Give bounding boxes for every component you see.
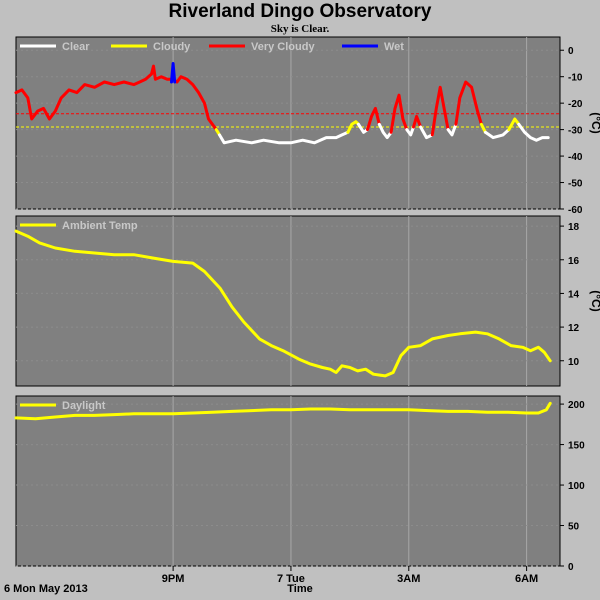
panel-background bbox=[15, 395, 561, 567]
panel-sky-temperature: 0 -10 -20 -30 -40 -50 -60 (°C) Clear Cloudy Very C… bbox=[14, 36, 600, 216]
x-tick-label: 7 Tue bbox=[277, 573, 305, 585]
y-tick-label: 0 bbox=[568, 562, 574, 573]
panel-background bbox=[15, 36, 561, 210]
series-line-cloudy bbox=[507, 117, 521, 132]
series-line-clear bbox=[405, 125, 415, 137]
legend-label: Cloudy bbox=[153, 41, 191, 53]
y-axis-label: (°C) bbox=[589, 290, 600, 311]
panel-background bbox=[15, 215, 561, 387]
series-line-clear bbox=[483, 128, 511, 140]
series-line bbox=[14, 401, 552, 421]
chart-subtitle: Sky is Clear. bbox=[270, 23, 330, 35]
legend-label: Ambient Temp bbox=[62, 220, 138, 232]
x-tick-label: 9PM bbox=[162, 573, 185, 585]
y-tick-label: 14 bbox=[568, 289, 580, 300]
series-line-wet bbox=[170, 62, 177, 84]
panel-ambient-temperature: 10 12 14 16 18 (°C) Ambient Temp bbox=[14, 215, 600, 387]
y-tick-label: 16 bbox=[568, 256, 580, 267]
y-tick-label: -20 bbox=[568, 99, 583, 110]
series-line-very-cloudy bbox=[366, 106, 381, 132]
x-tick-label: 3AM bbox=[397, 573, 420, 585]
chart-title: Riverland Dingo Observatory bbox=[168, 1, 432, 22]
y-tick-label: -50 bbox=[568, 179, 583, 190]
series-line-clear bbox=[517, 122, 550, 142]
series-line-very-cloudy bbox=[412, 114, 423, 129]
y-tick-label: 18 bbox=[568, 222, 580, 233]
x-tick-label: 6AM bbox=[515, 573, 538, 585]
y-tick-label: -60 bbox=[568, 205, 583, 216]
panel-daylight: 0 50 100 150 200 Daylight bbox=[14, 395, 585, 573]
series-line-very-cloudy bbox=[454, 80, 483, 126]
y-tick-label: 200 bbox=[568, 400, 585, 411]
series-line-clear bbox=[357, 122, 369, 134]
y-tick-label: 0 bbox=[568, 46, 574, 57]
x-axis-title: Time bbox=[287, 583, 313, 595]
y-tick-label: -40 bbox=[568, 152, 583, 163]
series-line-clear bbox=[446, 122, 458, 137]
series-line-cloudy bbox=[346, 120, 360, 134]
series-line-clear bbox=[377, 122, 393, 140]
y-tick-label: 150 bbox=[568, 441, 585, 452]
y-tick-label: 50 bbox=[568, 522, 580, 533]
legend-label: Daylight bbox=[62, 400, 106, 412]
y-tick-label: 10 bbox=[568, 357, 580, 368]
legend-label: Very Cloudy bbox=[251, 41, 315, 53]
y-tick-label: -10 bbox=[568, 73, 583, 84]
series-line-clear bbox=[218, 130, 350, 145]
series-line-clear bbox=[419, 125, 434, 140]
series-line bbox=[14, 229, 552, 378]
legend-label: Clear bbox=[62, 41, 90, 53]
date-label: 6 Mon May 2013 bbox=[4, 583, 88, 595]
y-tick-label: 100 bbox=[568, 481, 585, 492]
series-line-very-cloudy bbox=[430, 85, 450, 137]
legend-label: Wet bbox=[384, 41, 404, 53]
series-line-very-cloudy bbox=[389, 93, 409, 134]
series-line-very-cloudy bbox=[14, 64, 218, 132]
y-tick-label: -30 bbox=[568, 126, 583, 137]
y-tick-label: 12 bbox=[568, 323, 580, 334]
y-axis-label: (°C) bbox=[589, 112, 600, 133]
